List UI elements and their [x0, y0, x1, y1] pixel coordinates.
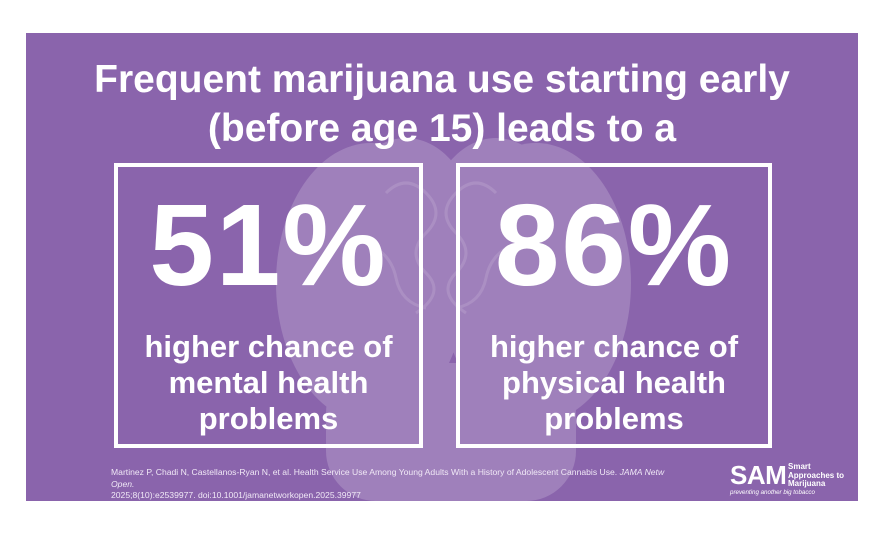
stat-description-line: problems — [198, 401, 339, 436]
sam-logo: SAM Smart Approaches to Marijuana preven… — [730, 460, 850, 496]
stat-description-line: physical health — [502, 365, 726, 400]
stat-value: 51% — [149, 180, 388, 310]
citation-authors: Martinez P, Chadi N, Castellanos-Ryan N,… — [111, 467, 618, 477]
logo-word: Marijuana — [788, 479, 826, 488]
citation-journal: JAMA Netw Open. — [111, 467, 665, 489]
stat-description-line: problems — [544, 401, 684, 436]
headline-line-1: Frequent marijuana use starting early — [94, 58, 790, 101]
logo-tagline: preventing another big tobacco — [730, 489, 815, 496]
stat-description: higher chance of mental health problems — [118, 329, 419, 437]
logo-mark: SAM — [730, 460, 787, 490]
hands-holding-brain-icon — [276, 138, 631, 501]
citation-details: 2025;8(10):e2539977. doi:10.1001/jamanet… — [111, 490, 361, 500]
citation: Martinez P, Chadi N, Castellanos-Ryan N,… — [111, 467, 671, 501]
stat-value: 86% — [494, 180, 734, 310]
headline: Frequent marijuana use starting early (b… — [26, 55, 858, 153]
logo-words: Smart Approaches to Marijuana — [788, 462, 845, 489]
stat-description: higher chance of physical health problem… — [460, 329, 768, 437]
headline-line-2: (before age 15) leads to a — [207, 107, 677, 150]
stat-description-line: higher chance of — [489, 329, 739, 364]
logo-word: Approaches to — [788, 470, 845, 480]
stat-box-physical: 86% higher chance of physical health pro… — [456, 163, 772, 448]
stat-description-line: mental health — [168, 365, 369, 400]
stat-box-mental: 51% higher chance of mental health probl… — [114, 163, 423, 448]
infographic-card: Frequent marijuana use starting early (b… — [26, 33, 858, 501]
stat-description-line: higher chance of — [144, 329, 393, 364]
logo-word: Smart — [788, 462, 811, 471]
